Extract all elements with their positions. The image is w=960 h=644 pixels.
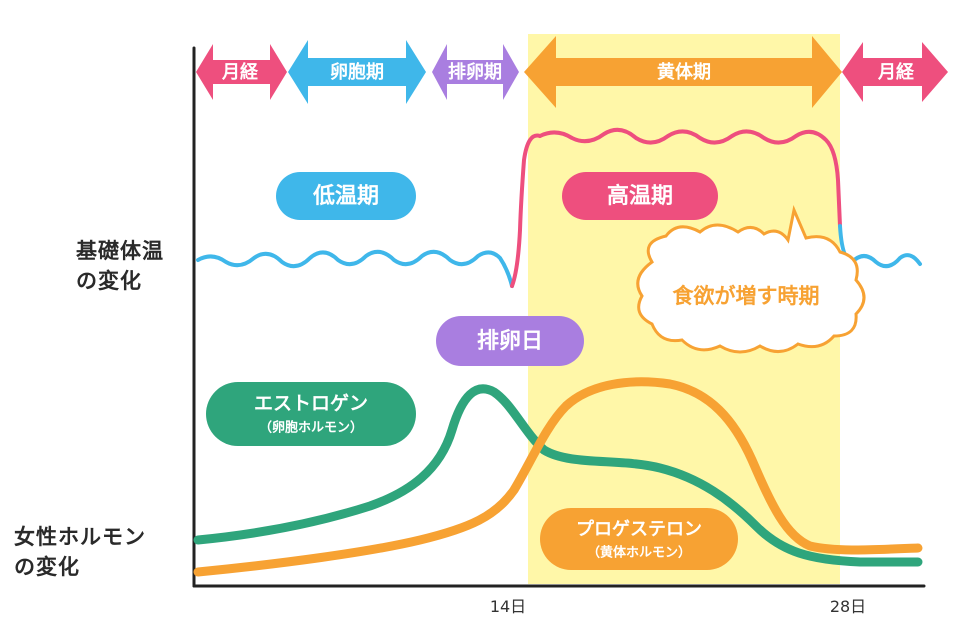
appetite-label: 食欲が増す時期 — [673, 284, 820, 308]
bbt-label-line2: の変化 — [76, 269, 142, 293]
appetite-callout: 食欲が増す時期 — [636, 204, 866, 354]
appetite-callout-cloud — [636, 204, 866, 354]
bbt-curve-high — [538, 127, 842, 228]
x-tick-28: 28日 — [830, 597, 866, 616]
phase-label-ovulatory: 排卵期 — [448, 61, 502, 83]
ovulation-day-label: 排卵日 — [477, 329, 543, 354]
estrogen-label: エストロゲン — [254, 393, 368, 415]
progesterone-sublabel: （黄体ホルモン） — [587, 545, 691, 561]
estrogen-pill: エストロゲン （卵胞ホルモン） — [206, 382, 416, 446]
progesterone-label: プロゲステロン — [576, 518, 702, 540]
bbt-axis-label: 基礎体温 の変化 — [76, 236, 164, 296]
ovulation-day-pill: 排卵日 — [436, 316, 584, 366]
low-temp-pill: 低温期 — [276, 172, 416, 220]
bbt-curve-rise — [510, 133, 542, 288]
progesterone-curve — [193, 377, 923, 577]
estrogen-sublabel: （卵胞ホルモン） — [259, 420, 363, 436]
phase-arrow-ovulatory: 排卵期 — [432, 44, 519, 100]
high-temp-label: 高温期 — [607, 183, 673, 209]
hormone-label-line2: の変化 — [14, 555, 80, 579]
phase-arrow-menstruation-1: 月経 — [196, 44, 287, 100]
high-temp-pill: 高温期 — [562, 172, 718, 220]
phase-arrow-follicular: 卵胞期 — [288, 40, 426, 104]
phase-arrow-luteal: 黄体期 — [524, 36, 842, 108]
low-temp-label: 低温期 — [312, 184, 379, 209]
phase-label-luteal: 黄体期 — [657, 61, 711, 83]
phase-label-menstruation-1: 月経 — [221, 61, 259, 83]
hormone-axis-label: 女性ホルモン の変化 — [14, 522, 146, 582]
bbt-curve-low-1 — [196, 249, 514, 288]
phase-label-follicular: 卵胞期 — [330, 61, 384, 83]
progesterone-pill: プロゲステロン （黄体ホルモン） — [540, 508, 738, 570]
bbt-label-line1: 基礎体温 — [76, 239, 164, 263]
estrogen-curve — [193, 384, 923, 567]
x-tick-14: 14日 — [490, 597, 526, 616]
phase-arrow-menstruation-2: 月経 — [842, 42, 948, 102]
hormone-label-line1: 女性ホルモン — [14, 525, 146, 549]
phase-label-menstruation-2: 月経 — [877, 61, 915, 83]
